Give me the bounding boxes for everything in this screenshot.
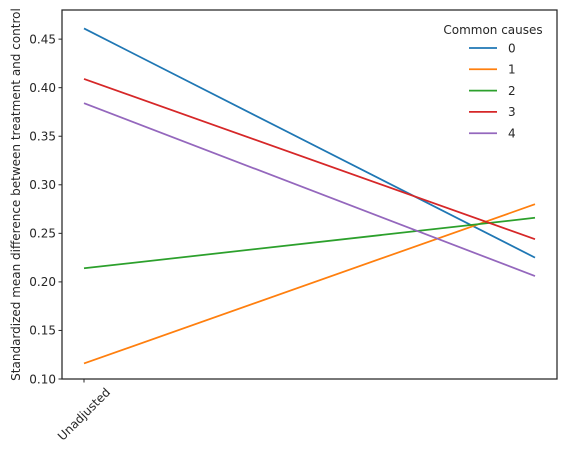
plot-frame: [61, 9, 558, 380]
x-tick-label: Unadjusted: [55, 385, 113, 443]
legend: Common causes 0 1 2 3 4: [443, 23, 542, 141]
series-line-0: [83, 27, 536, 259]
series-line-4: [83, 102, 536, 277]
legend-label-3: 3: [508, 105, 516, 119]
x-axis: Unadjusted: [55, 379, 113, 443]
series-lines: [83, 27, 536, 365]
legend-label-1: 1: [508, 63, 516, 77]
y-tick-label: 0.15: [29, 324, 56, 338]
series-line-3: [83, 78, 536, 240]
y-tick-label: 0.35: [29, 130, 56, 144]
plot-area: [61, 9, 558, 380]
y-tick-label: 0.40: [29, 81, 56, 95]
y-tick-label: 0.10: [29, 372, 56, 386]
y-tick-label: 0.20: [29, 275, 56, 289]
series-line-2: [83, 216, 536, 270]
series-line-1: [83, 203, 536, 365]
y-tick-label: 0.45: [29, 32, 56, 46]
y-tick-label: 0.25: [29, 227, 56, 241]
legend-label-2: 2: [508, 84, 516, 98]
y-axis-label: Standardized mean difference between tre…: [9, 8, 23, 381]
legend-label-0: 0: [508, 41, 516, 55]
legend-title: Common causes: [443, 23, 542, 37]
y-axis: 0.10 0.15 0.20 0.25 0.30 0.35 0.40 0.45: [29, 32, 62, 386]
legend-label-4: 4: [508, 127, 516, 141]
y-tick-label: 0.30: [29, 178, 56, 192]
